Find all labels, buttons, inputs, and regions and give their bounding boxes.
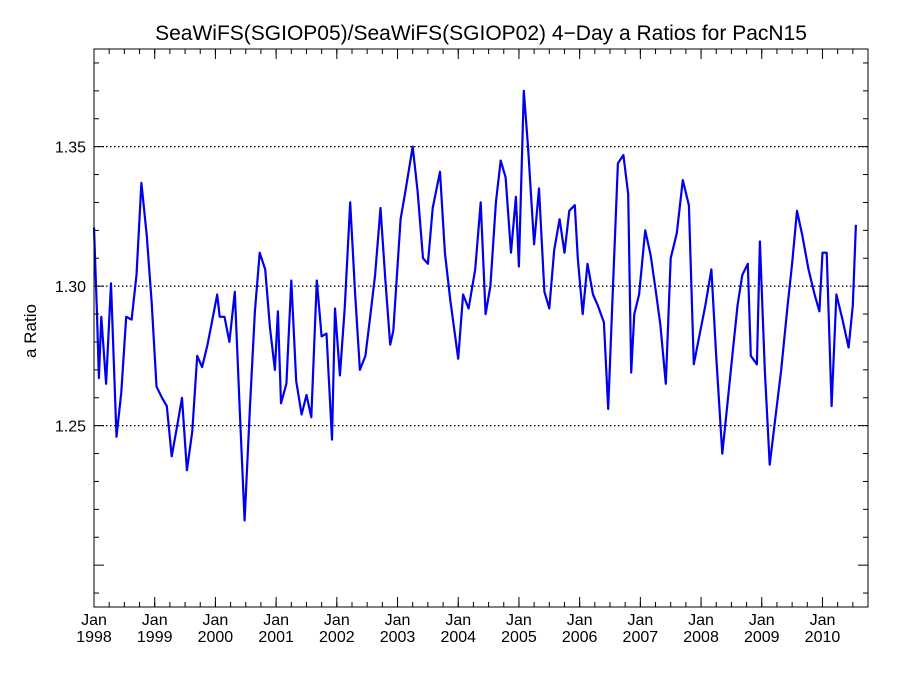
x-tick-month-label: Jan <box>445 612 471 629</box>
grid-lines <box>94 146 868 427</box>
x-tick-year-label: 2000 <box>198 629 234 646</box>
x-tick-year-label: 2006 <box>562 629 598 646</box>
x-tick-year-label: 2007 <box>623 629 659 646</box>
x-tick-year-label: 2005 <box>501 629 537 646</box>
x-tick-month-label: Jan <box>324 612 350 629</box>
x-tick-year-label: 2008 <box>683 629 719 646</box>
x-tick-month-label: Jan <box>749 612 775 629</box>
x-tick-year-label: 2001 <box>258 629 294 646</box>
x-tick-month-label: Jan <box>142 612 168 629</box>
x-tick-year-label: 2010 <box>805 629 841 646</box>
x-tick-month-label: Jan <box>506 612 532 629</box>
chart-title: SeaWiFS(SGIOP05)/SeaWiFS(SGIOP02) 4−Day … <box>155 22 807 45</box>
x-tick-month-label: Jan <box>385 612 411 629</box>
x-tick-year-label: 2002 <box>319 629 355 646</box>
x-tick-month-label: Jan <box>203 612 229 629</box>
y-tick-label: 1.25 <box>55 419 86 436</box>
x-tick-month-label: Jan <box>688 612 714 629</box>
series-line <box>92 89 857 522</box>
x-tick-year-label: 2003 <box>380 629 416 646</box>
x-tick-year-label: 1999 <box>137 629 173 646</box>
x-tick-month-label: Jan <box>81 612 107 629</box>
x-tick-year-label: 1998 <box>76 629 112 646</box>
axes <box>93 48 869 608</box>
x-tick-month-label: Jan <box>627 612 653 629</box>
x-tick-year-label: 2004 <box>440 629 476 646</box>
x-tick-month-label: Jan <box>263 612 289 629</box>
plot-frame <box>93 48 869 608</box>
x-tick-month-label: Jan <box>810 612 836 629</box>
y-tick-label: 1.35 <box>55 140 86 157</box>
x-tick-year-label: 2009 <box>744 629 780 646</box>
y-axis-label: a Ratio <box>21 304 40 358</box>
y-tick-label: 1.30 <box>55 279 86 296</box>
x-tick-month-label: Jan <box>567 612 593 629</box>
series-layer <box>92 89 857 522</box>
tick-labels: 1.251.301.35Jan1998Jan1999Jan2000Jan2001… <box>55 140 841 646</box>
